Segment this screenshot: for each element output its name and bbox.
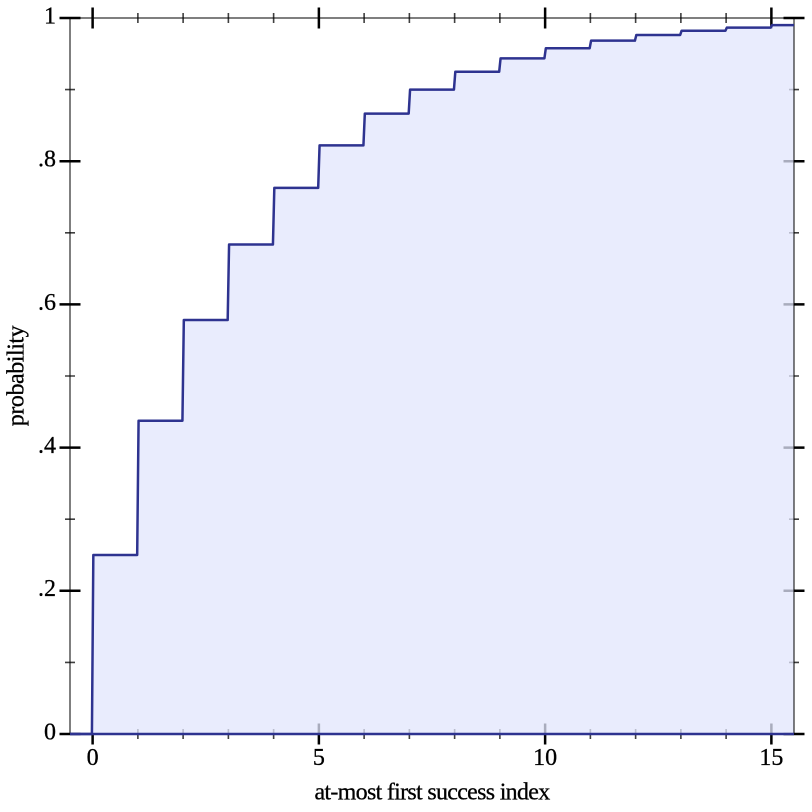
svg-text:at-most first success index: at-most first success index: [314, 779, 550, 805]
svg-text:.4: .4: [38, 433, 56, 459]
svg-text:10: 10: [533, 745, 557, 771]
svg-text:.8: .8: [38, 147, 56, 173]
svg-text:0: 0: [44, 719, 56, 745]
svg-text:1: 1: [44, 3, 56, 29]
svg-text:15: 15: [759, 745, 783, 771]
svg-text:.6: .6: [38, 290, 56, 316]
svg-text:.2: .2: [38, 576, 56, 602]
svg-text:5: 5: [313, 745, 325, 771]
svg-text:0: 0: [87, 745, 99, 771]
svg-text:probability: probability: [4, 325, 30, 426]
